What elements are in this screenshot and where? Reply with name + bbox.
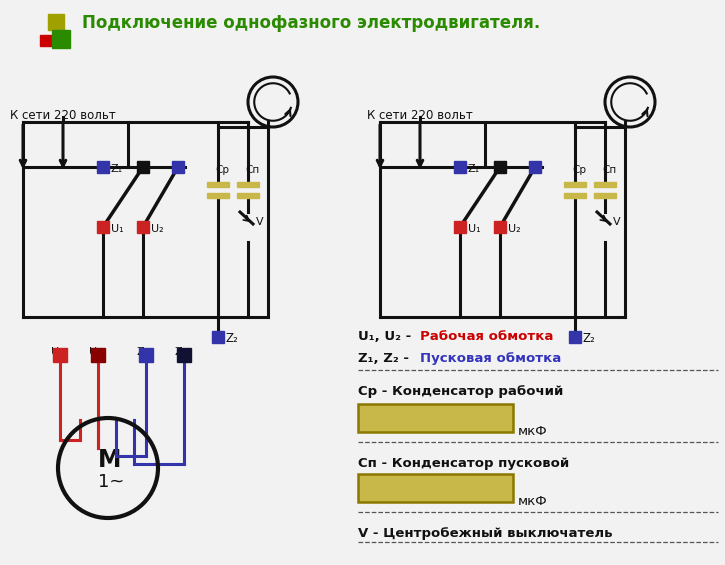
Text: Z₁: Z₁	[468, 164, 480, 174]
Bar	[494, 221, 506, 233]
Text: Cр: Cр	[572, 165, 586, 175]
Bar	[594, 193, 616, 198]
Text: 1~: 1~	[98, 473, 125, 491]
Bar	[91, 348, 105, 362]
Text: Cп - Конденсатор пусковой: Cп - Конденсатор пусковой	[358, 457, 569, 470]
Bar	[358, 404, 513, 432]
Text: Cп: Cп	[602, 165, 616, 175]
Text: Cр - Конденсатор рабочий: Cр - Конденсатор рабочий	[358, 385, 563, 398]
Text: Z₁, Z₂ -: Z₁, Z₂ -	[358, 352, 414, 365]
Text: V: V	[613, 217, 621, 227]
Text: Z₂: Z₂	[583, 332, 596, 346]
Bar	[237, 182, 259, 187]
Bar	[237, 193, 259, 198]
Text: V - Центробежный выключатель: V - Центробежный выключатель	[358, 527, 613, 540]
Text: Cп: Cп	[245, 165, 260, 175]
Bar	[97, 221, 109, 233]
Bar	[137, 221, 149, 233]
Bar	[48, 14, 64, 30]
Text: Z₁: Z₁	[111, 164, 123, 174]
Bar	[207, 182, 229, 187]
Bar	[212, 331, 224, 343]
Bar	[529, 161, 541, 173]
Text: мкФ: мкФ	[518, 425, 547, 438]
Text: К сети 220 вольт: К сети 220 вольт	[367, 109, 473, 122]
Text: Пусковая обмотка: Пусковая обмотка	[420, 352, 561, 365]
Text: U₂: U₂	[508, 224, 521, 234]
Text: Z₂: Z₂	[226, 332, 239, 346]
Text: Рабочая обмотка: Рабочая обмотка	[420, 330, 553, 343]
Bar	[137, 161, 149, 173]
Text: U₁: U₁	[468, 224, 481, 234]
Bar	[564, 193, 586, 198]
Text: Cр: Cр	[215, 165, 229, 175]
Text: U₁: U₁	[111, 224, 124, 234]
Bar	[172, 161, 184, 173]
Bar	[454, 221, 466, 233]
Bar	[139, 348, 153, 362]
Text: Подключение однофазного электродвигателя.: Подключение однофазного электродвигателя…	[82, 14, 540, 32]
Text: U₂: U₂	[151, 224, 164, 234]
Text: мкФ: мкФ	[518, 495, 547, 508]
Bar	[358, 474, 513, 502]
Bar	[53, 348, 67, 362]
Text: M: M	[98, 448, 121, 472]
Bar	[569, 331, 581, 343]
Text: Z₁: Z₁	[137, 347, 149, 357]
Bar	[40, 35, 51, 46]
Text: К сети 220 вольт: К сети 220 вольт	[10, 109, 116, 122]
Bar	[494, 161, 506, 173]
Text: U₂: U₂	[89, 347, 102, 357]
Bar	[52, 30, 70, 48]
Bar	[594, 182, 616, 187]
Text: Z₂: Z₂	[175, 347, 187, 357]
Bar	[454, 161, 466, 173]
Text: U₁: U₁	[51, 347, 64, 357]
Bar	[177, 348, 191, 362]
Text: V: V	[256, 217, 264, 227]
Text: U₁, U₂ -: U₁, U₂ -	[358, 330, 416, 343]
Bar	[564, 182, 586, 187]
Bar	[207, 193, 229, 198]
Bar	[97, 161, 109, 173]
